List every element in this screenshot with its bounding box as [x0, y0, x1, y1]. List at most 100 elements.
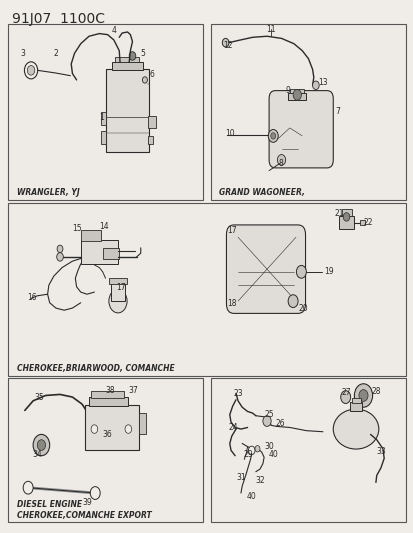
Text: 25: 25 [264, 410, 274, 419]
Text: 26: 26 [275, 419, 285, 427]
Bar [287, 93, 306, 100]
Bar [211, 24, 405, 200]
Bar [341, 209, 351, 216]
Text: 10: 10 [224, 129, 234, 138]
Circle shape [248, 446, 254, 455]
Text: 12: 12 [223, 41, 233, 50]
Circle shape [91, 425, 97, 433]
Text: 7: 7 [335, 108, 339, 116]
Text: 28: 28 [371, 387, 380, 396]
Circle shape [262, 416, 271, 426]
Text: WRANGLER, YJ: WRANGLER, YJ [17, 188, 79, 197]
Circle shape [37, 440, 45, 450]
Bar [102, 248, 119, 259]
Text: 11: 11 [266, 25, 275, 34]
Bar [148, 116, 155, 128]
Circle shape [33, 434, 50, 456]
Text: 39: 39 [83, 498, 93, 506]
Text: 14: 14 [99, 222, 109, 231]
Circle shape [342, 213, 349, 221]
Text: 8: 8 [278, 159, 282, 168]
Bar [8, 203, 405, 376]
Text: 6: 6 [150, 70, 154, 79]
Circle shape [57, 253, 63, 261]
Bar [339, 216, 353, 229]
Circle shape [254, 446, 259, 452]
Ellipse shape [332, 409, 378, 449]
Text: 13: 13 [317, 78, 327, 87]
Circle shape [270, 133, 275, 139]
Text: 29: 29 [243, 450, 252, 458]
Text: 31: 31 [236, 473, 246, 481]
Text: 20: 20 [297, 304, 307, 312]
Bar [109, 278, 127, 284]
Text: 27: 27 [341, 389, 351, 397]
Bar [110, 281, 125, 301]
Text: 30: 30 [263, 442, 273, 451]
Bar [8, 24, 202, 200]
Bar [85, 405, 138, 450]
Circle shape [268, 130, 278, 142]
Bar [101, 131, 106, 144]
Text: 32: 32 [255, 477, 265, 485]
Circle shape [292, 90, 301, 100]
Text: 16: 16 [27, 294, 36, 302]
Circle shape [23, 481, 33, 494]
Text: CHEROKEE,BRIARWOOD, COMANCHE: CHEROKEE,BRIARWOOD, COMANCHE [17, 364, 174, 373]
Text: 18: 18 [226, 300, 236, 308]
Text: 9: 9 [285, 86, 290, 95]
Bar [349, 402, 361, 411]
FancyBboxPatch shape [268, 91, 332, 168]
Text: 19: 19 [323, 268, 332, 276]
Text: 23: 23 [233, 389, 242, 398]
Bar [359, 220, 364, 225]
Text: 4: 4 [111, 27, 116, 35]
Bar [289, 89, 304, 93]
Text: 36: 36 [102, 430, 112, 439]
Text: 3: 3 [21, 49, 26, 58]
Bar [89, 397, 128, 406]
Text: GRAND WAGONEER,: GRAND WAGONEER, [219, 188, 304, 197]
Bar [112, 62, 142, 70]
Text: 38: 38 [105, 386, 115, 395]
Circle shape [340, 391, 350, 403]
Circle shape [358, 390, 367, 401]
Bar [91, 391, 124, 398]
Bar [138, 413, 146, 434]
Circle shape [354, 384, 372, 407]
Bar [115, 57, 139, 62]
Circle shape [125, 425, 131, 433]
Circle shape [222, 38, 228, 47]
Bar [148, 136, 153, 144]
Circle shape [287, 295, 297, 308]
Text: 40: 40 [268, 450, 278, 458]
Text: 40: 40 [246, 492, 256, 501]
Text: 1: 1 [99, 113, 104, 122]
Text: 34: 34 [32, 450, 42, 458]
Circle shape [312, 81, 318, 90]
Circle shape [24, 62, 38, 79]
Circle shape [109, 289, 127, 313]
Bar [8, 378, 202, 522]
Circle shape [27, 66, 35, 75]
Text: 5: 5 [140, 49, 145, 58]
Text: 17: 17 [226, 226, 236, 235]
Text: DIESEL ENGINE
CHEROKEE,COMANCHE EXPORT: DIESEL ENGINE CHEROKEE,COMANCHE EXPORT [17, 500, 151, 520]
Text: 35: 35 [34, 393, 44, 401]
Circle shape [57, 245, 63, 253]
Text: 21: 21 [334, 209, 343, 217]
Bar [101, 112, 106, 125]
Bar [81, 240, 118, 264]
Text: 2: 2 [54, 49, 58, 58]
Text: 33: 33 [376, 448, 386, 456]
Text: 17: 17 [116, 284, 125, 292]
Circle shape [90, 487, 100, 499]
Bar [105, 69, 149, 152]
Circle shape [142, 77, 147, 83]
Text: 22: 22 [363, 219, 372, 227]
Circle shape [129, 52, 135, 60]
Text: 15: 15 [72, 224, 82, 232]
Bar [81, 230, 101, 241]
FancyBboxPatch shape [226, 225, 305, 313]
Circle shape [296, 265, 306, 278]
